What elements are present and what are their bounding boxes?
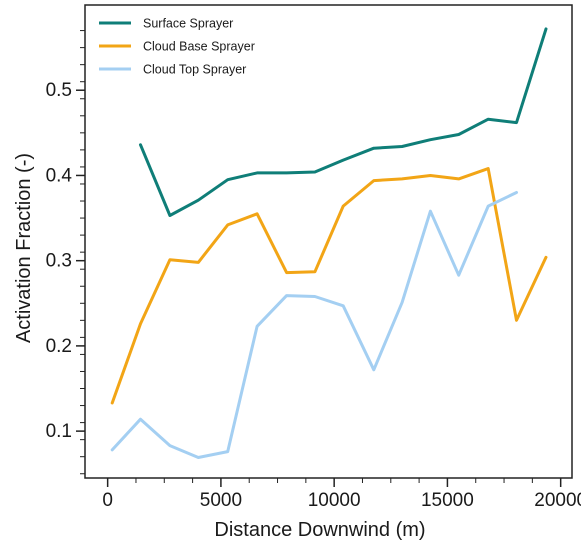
y-tick-label: 0.1 — [46, 421, 72, 442]
y-tick-label: 0.4 — [46, 165, 73, 186]
y-tick-label: 0.2 — [46, 336, 72, 357]
series-line-cloud-top-sprayer — [110, 191, 518, 459]
y-axis-label: Activation Fraction (-) — [13, 153, 35, 343]
legend-label: Surface Sprayer — [143, 17, 233, 31]
legend-label: Cloud Top Sprayer — [143, 63, 246, 77]
legend: Surface Sprayer Cloud Base Sprayer Cloud T… — [99, 17, 255, 77]
series-layer — [110, 27, 548, 459]
x-tick-label: 10000 — [308, 490, 361, 511]
series-line-cloud-base-sprayer — [110, 167, 548, 405]
x-tick-label: 5000 — [200, 490, 242, 511]
y-tick-label: 0.5 — [46, 80, 72, 101]
x-tick-label: 15000 — [421, 490, 474, 511]
legend-label: Cloud Base Sprayer — [143, 40, 255, 54]
x-axis-label: Distance Downwind (m) — [214, 519, 425, 541]
x-tick-label: 0 — [102, 490, 113, 511]
plot-frame — [84, 4, 573, 479]
series-line-surface-sprayer — [139, 27, 548, 217]
y-tick-label: 0.3 — [46, 251, 72, 272]
